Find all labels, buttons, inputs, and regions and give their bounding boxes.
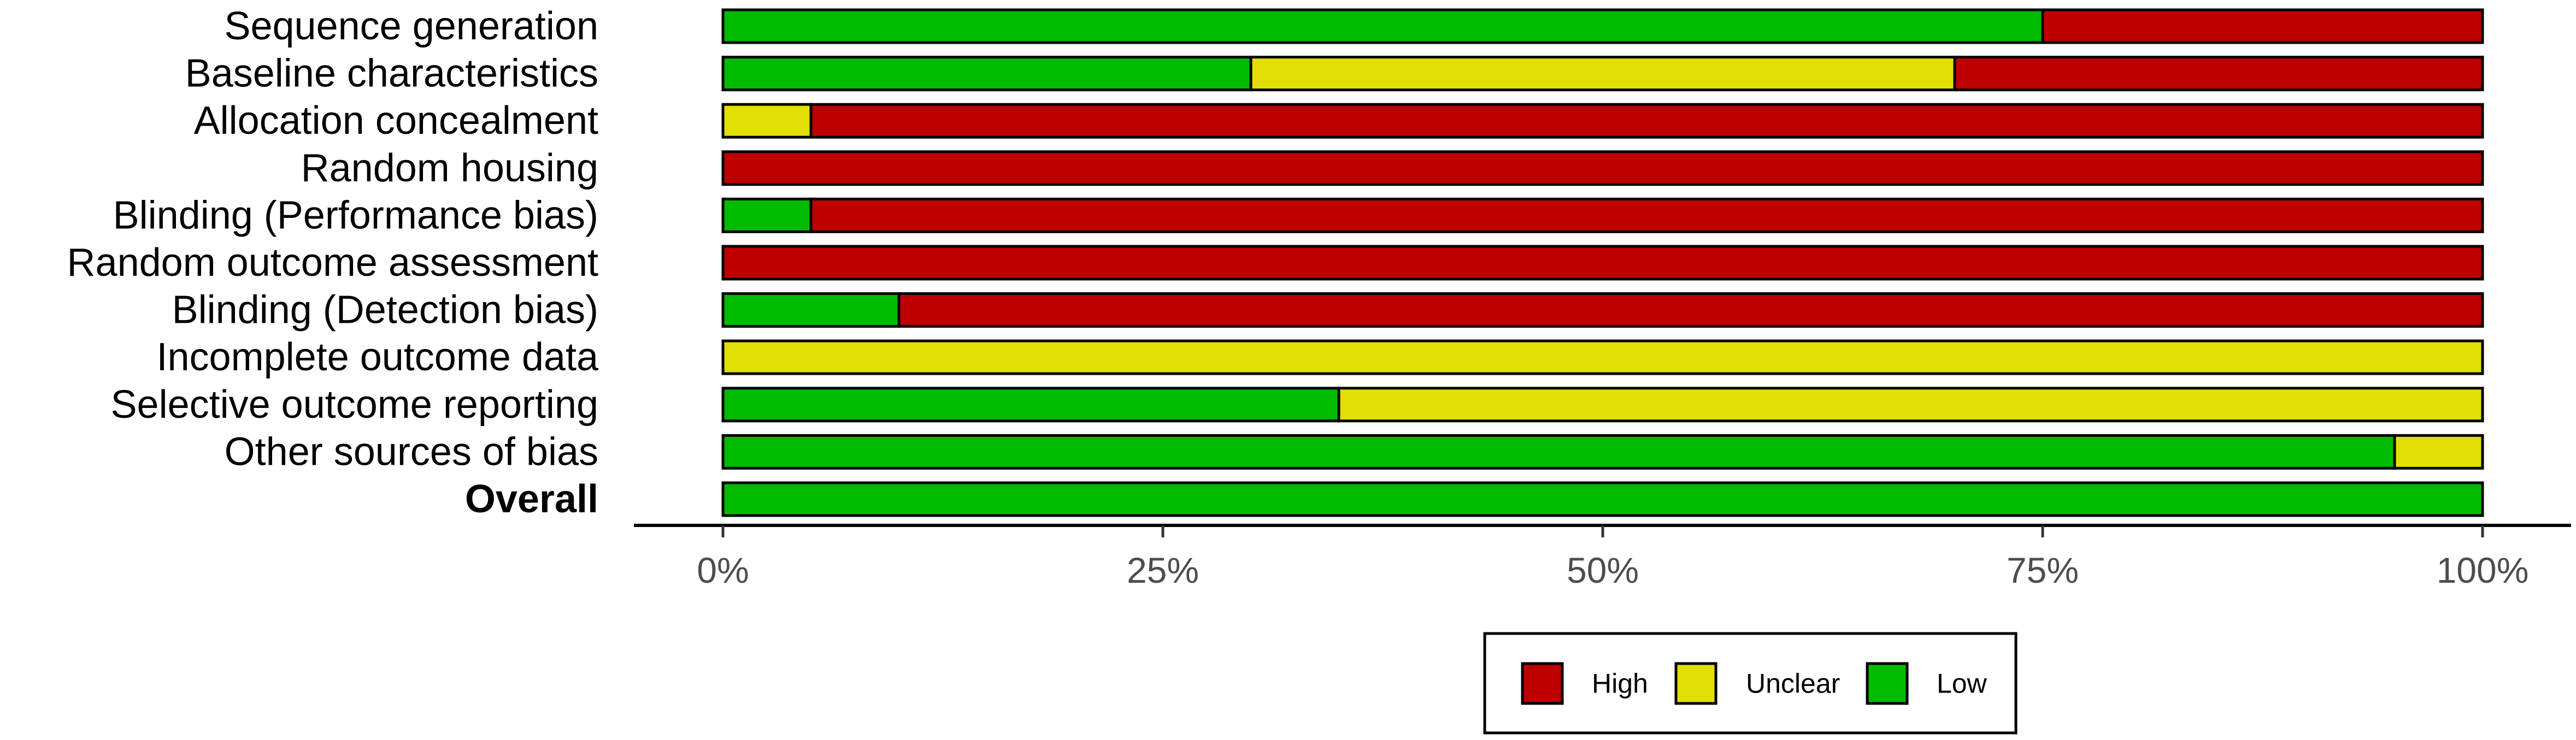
bar-segment-unclear-incomplete-outcome-data bbox=[721, 339, 2484, 375]
category-label-random-outcome-assessment: Random outcome assessment bbox=[67, 241, 598, 285]
legend-key-unclear bbox=[1674, 662, 1718, 705]
bar-row-incomplete-outcome-data bbox=[721, 339, 2484, 375]
legend-label-high: High bbox=[1592, 668, 1648, 699]
stacked-bars bbox=[721, 8, 2484, 517]
category-label-selective-outcome-reporting: Selective outcome reporting bbox=[111, 383, 598, 427]
bar-row-allocation-concealment bbox=[721, 103, 2484, 139]
category-label-random-housing: Random housing bbox=[301, 146, 598, 190]
bar-segment-high-allocation-concealment bbox=[809, 103, 2484, 139]
category-label-allocation-concealment: Allocation concealment bbox=[194, 99, 598, 143]
legend-label-low: Low bbox=[1937, 668, 1987, 699]
bar-row-random-housing bbox=[721, 150, 2484, 186]
legend-box bbox=[1483, 632, 2018, 735]
bar-segment-high-blinding-performance-bias bbox=[809, 197, 2484, 233]
category-label-blinding-performance-bias: Blinding (Performance bias) bbox=[113, 193, 598, 237]
bar-segment-high-random-housing bbox=[721, 150, 2484, 186]
bar-row-blinding-performance-bias bbox=[721, 197, 2484, 233]
bar-segment-high-sequence-generation bbox=[2041, 8, 2484, 44]
x-axis: 0% 25% 50% 75% 100% bbox=[634, 524, 2571, 590]
bar-segment-low-sequence-generation bbox=[721, 8, 2044, 44]
bar-segment-unclear-other-sources-of-bias bbox=[2393, 434, 2484, 470]
x-tick-label: 75% bbox=[2007, 550, 2079, 590]
bar-segment-unclear-baseline-characteristics bbox=[1249, 56, 1956, 92]
category-label-other-sources-of-bias: Other sources of bias bbox=[225, 430, 598, 473]
bar-row-baseline-characteristics bbox=[721, 56, 2484, 92]
bar-segment-high-baseline-characteristics bbox=[1953, 56, 2484, 92]
bar-segment-high-blinding-detection-bias bbox=[897, 292, 2484, 328]
bar-row-sequence-generation bbox=[721, 8, 2484, 44]
x-tick-label: 50% bbox=[1567, 550, 1639, 590]
x-tick-label: 100% bbox=[2437, 550, 2529, 590]
category-label-baseline-characteristics: Baseline characteristics bbox=[185, 52, 598, 96]
bar-segment-low-overall bbox=[721, 481, 2484, 517]
legend-key-high bbox=[1521, 662, 1564, 705]
bar-segment-unclear-selective-outcome-reporting bbox=[1337, 387, 2484, 423]
bar-row-other-sources-of-bias bbox=[721, 434, 2484, 470]
legend-key-low bbox=[1866, 662, 1909, 705]
legend-label-unclear: Unclear bbox=[1746, 668, 1840, 699]
category-label-sequence-generation: Sequence generation bbox=[224, 4, 598, 48]
bar-segment-low-baseline-characteristics bbox=[721, 56, 1252, 92]
bar-row-selective-outcome-reporting bbox=[721, 387, 2484, 423]
bar-segment-low-selective-outcome-reporting bbox=[721, 387, 1340, 423]
legend: High Unclear Low bbox=[1483, 632, 2018, 735]
category-label-incomplete-outcome-data: Incomplete outcome data bbox=[157, 335, 599, 379]
category-label-blinding-detection-bias: Blinding (Detection bias) bbox=[172, 288, 598, 332]
bar-segment-low-blinding-detection-bias bbox=[721, 292, 901, 328]
bar-row-overall bbox=[721, 481, 2484, 517]
bar-row-blinding-detection-bias bbox=[721, 292, 2484, 328]
bar-row-random-outcome-assessment bbox=[721, 245, 2484, 281]
bar-segment-unclear-allocation-concealment bbox=[721, 103, 813, 139]
x-tick-label: 0% bbox=[697, 550, 749, 590]
bar-segment-low-blinding-performance-bias bbox=[721, 197, 813, 233]
x-tick-label: 25% bbox=[1127, 550, 1199, 590]
bar-segment-low-other-sources-of-bias bbox=[721, 434, 2396, 470]
category-label-overall: Overall bbox=[465, 477, 598, 521]
bar-segment-high-random-outcome-assessment bbox=[721, 245, 2484, 281]
